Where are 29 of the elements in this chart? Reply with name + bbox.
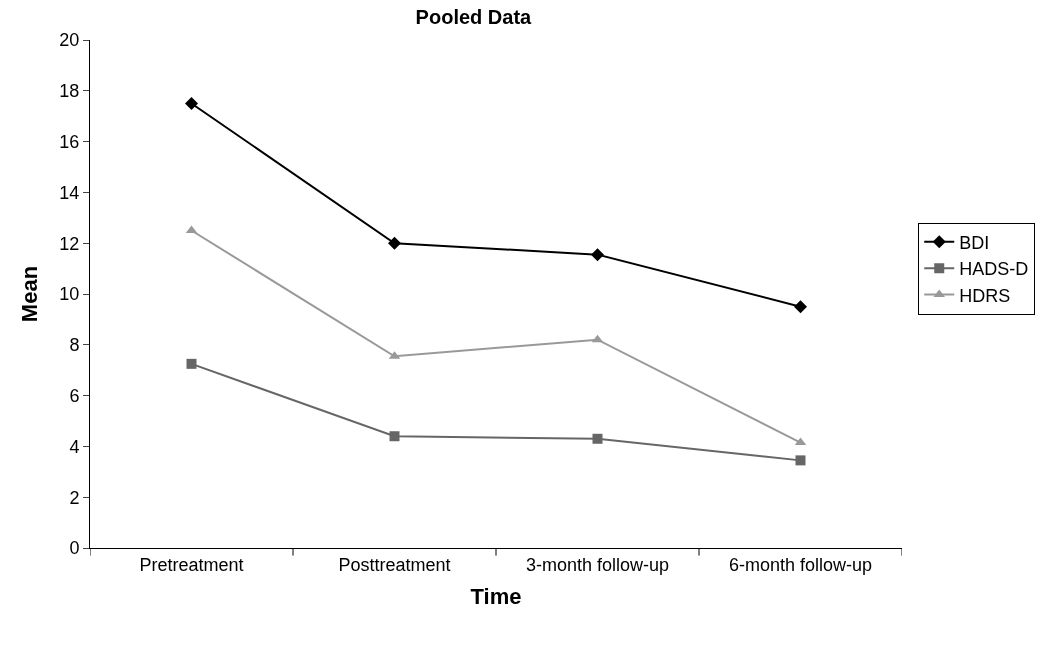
x-tick-label: 3-month follow-up — [525, 554, 670, 575]
y-tick-label: 18 — [59, 81, 80, 102]
point — [794, 300, 807, 314]
legend-label: HADS-D — [959, 259, 1029, 280]
legend-label: HDRS — [959, 285, 1011, 306]
y-tick-label: 12 — [59, 233, 80, 254]
x-tick-label: Pretreatment — [139, 554, 244, 575]
y-tick-label: 10 — [59, 284, 80, 305]
x-tick-label: 6-month follow-up — [728, 554, 873, 575]
point — [795, 455, 806, 466]
legend-label: BDI — [959, 232, 990, 253]
y-axis-title: Mean — [17, 265, 43, 323]
point — [388, 236, 401, 250]
x-tick-label: Posttreatment — [338, 554, 451, 575]
y-tick-label: 0 — [69, 538, 80, 559]
chart-title: Pooled Data — [415, 5, 533, 28]
y-tick-label: 4 — [69, 436, 80, 457]
point — [592, 433, 603, 444]
x-axis-title: Time — [470, 584, 522, 610]
y-tick-label: 6 — [69, 385, 80, 406]
point — [186, 358, 197, 369]
point — [389, 431, 400, 442]
y-tick-label: 20 — [59, 30, 80, 51]
point — [591, 248, 604, 262]
y-tick-label: 2 — [69, 487, 80, 508]
y-tick-label: 14 — [59, 182, 80, 203]
point — [185, 97, 198, 110]
y-tick-label: 16 — [59, 131, 80, 152]
y-tick-label: 8 — [69, 335, 80, 356]
